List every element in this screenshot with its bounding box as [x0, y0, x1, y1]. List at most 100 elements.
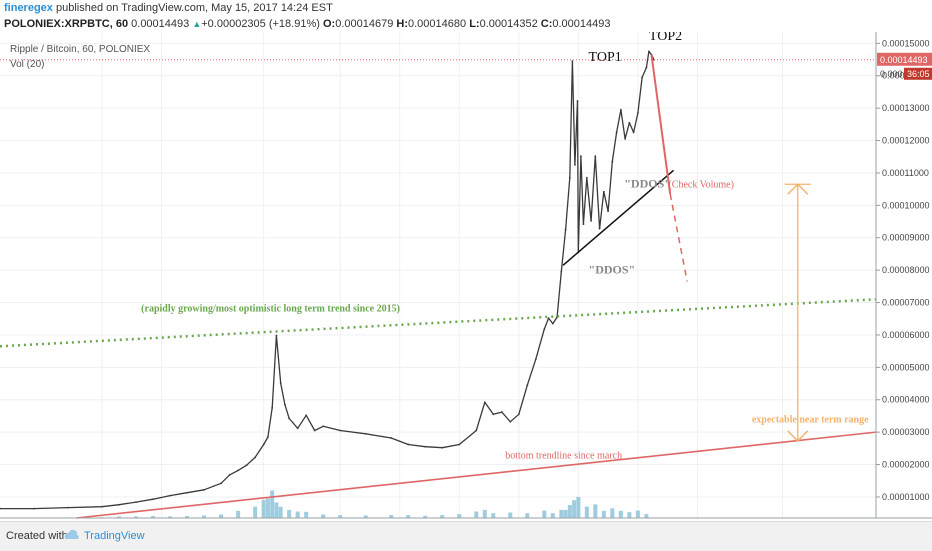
- volume-bar: [572, 500, 577, 518]
- projection-line: [650, 54, 672, 195]
- range-label: expectable near term range: [752, 414, 869, 425]
- price-point: [407, 443, 410, 446]
- volume-bar: [618, 510, 623, 518]
- y-tick-label: 0.00005000: [882, 362, 930, 372]
- price-point: [220, 482, 223, 485]
- volume-bar: [542, 510, 547, 518]
- open-label: O:: [322, 18, 336, 30]
- clipped-price-label: 0.000: [880, 69, 903, 79]
- volume-bar: [423, 515, 428, 518]
- price-point: [424, 445, 427, 448]
- price-point: [547, 317, 550, 319]
- volume-bar: [491, 513, 496, 518]
- volume-bar: [363, 515, 368, 518]
- price-point: [551, 322, 554, 325]
- price-point: [645, 66, 648, 69]
- long-term-trend-label: (rapidly growing/most optimistic long te…: [141, 303, 400, 314]
- last-price-tag-bg: [877, 52, 932, 66]
- y-tick-label: 0.00006000: [882, 330, 930, 340]
- price-point: [611, 160, 614, 163]
- top2-label: TOP2: [649, 32, 682, 44]
- range-bottom-arrow: [787, 430, 809, 442]
- volume-bar: [295, 511, 300, 518]
- price-point: [641, 76, 644, 79]
- price-point: [271, 406, 274, 409]
- volume-bar: [134, 516, 139, 518]
- volume-legend: Vol (20): [10, 59, 44, 70]
- price-point: [313, 429, 316, 432]
- price-point: [648, 50, 650, 53]
- price-point: [607, 210, 609, 213]
- volume-bar: [584, 506, 589, 518]
- ddos-label-lower: "DDOS": [589, 262, 636, 276]
- price-point: [296, 427, 299, 430]
- volume-bar: [635, 510, 640, 518]
- volume-bar: [567, 505, 572, 518]
- volume-bar: [321, 514, 326, 518]
- axes: 0.00001000 0.00002000 0.00003000 0.00004000…: [0, 32, 932, 519]
- bottom-trendline: [76, 431, 877, 519]
- price-point: [284, 403, 286, 406]
- price-point: [262, 443, 265, 446]
- volume-bar: [117, 516, 122, 518]
- volume-bar: [270, 490, 275, 518]
- tradingview-brand-link[interactable]: TradingView: [84, 530, 145, 542]
- bottom-trend-label: bottom trendline since march: [505, 451, 622, 462]
- volume-bar: [253, 506, 258, 518]
- volume-bar: [593, 504, 598, 518]
- price-point: [483, 401, 486, 404]
- price-point: [602, 190, 605, 193]
- high-label: H:: [396, 18, 408, 30]
- last-price-tag: 0.00014493: [880, 55, 928, 65]
- symbol-label: POLONIEX:XRPBTC, 60: [4, 18, 129, 30]
- volume-bar: [389, 515, 394, 518]
- price-point: [390, 437, 393, 439]
- price-point: [571, 60, 574, 63]
- tradingview-cloud-icon: [64, 529, 79, 539]
- price-change: +0.00002305 (+18.91%): [201, 18, 320, 30]
- support-trendline: [562, 169, 675, 266]
- price-point: [288, 417, 291, 420]
- price-point: [33, 507, 35, 510]
- price-point: [492, 413, 495, 416]
- price-point: [564, 228, 567, 231]
- author-link[interactable]: fineregex: [4, 2, 53, 14]
- price-point: [228, 474, 231, 476]
- created-with-label: Created with: [6, 530, 68, 542]
- volume-bar: [185, 516, 190, 518]
- volume-bar: [559, 509, 564, 518]
- price-point: [364, 432, 367, 435]
- volume-bar: [151, 516, 156, 518]
- up-arrow-icon: ▲: [192, 19, 202, 29]
- low-label: L:: [469, 18, 480, 30]
- close-label: C:: [540, 18, 553, 30]
- y-tick-label: 0.00009000: [882, 233, 930, 243]
- price-point: [135, 501, 137, 504]
- volume-bar: [508, 512, 513, 518]
- volume-bar: [168, 516, 173, 518]
- volume-bar: [550, 513, 555, 518]
- y-tick-label: 0.00003000: [882, 427, 930, 437]
- price-point: [543, 328, 546, 331]
- price-point: [305, 414, 308, 417]
- volume-bar: [440, 515, 445, 518]
- price-point: [254, 456, 257, 459]
- price-point: [517, 413, 520, 416]
- volume-bar: [601, 510, 606, 518]
- volume-bar: [236, 510, 241, 518]
- y-tick-label: 0.00001000: [882, 492, 930, 502]
- y-tick-label: 0.00008000: [882, 265, 930, 275]
- price-point: [594, 155, 597, 157]
- price-point: [475, 429, 478, 432]
- y-tick-label: 0.00012000: [882, 136, 930, 146]
- publish-line: fineregex published on TradingView.com, …: [4, 2, 333, 14]
- price-point: [118, 503, 120, 506]
- y-tick-label: 0.00007000: [882, 298, 930, 308]
- price-point: [632, 131, 635, 134]
- price-point: [322, 425, 325, 428]
- price-point: [339, 429, 342, 432]
- high-value: 0.00014680: [408, 18, 467, 30]
- volume-bar: [202, 515, 207, 518]
- price-point: [526, 384, 529, 387]
